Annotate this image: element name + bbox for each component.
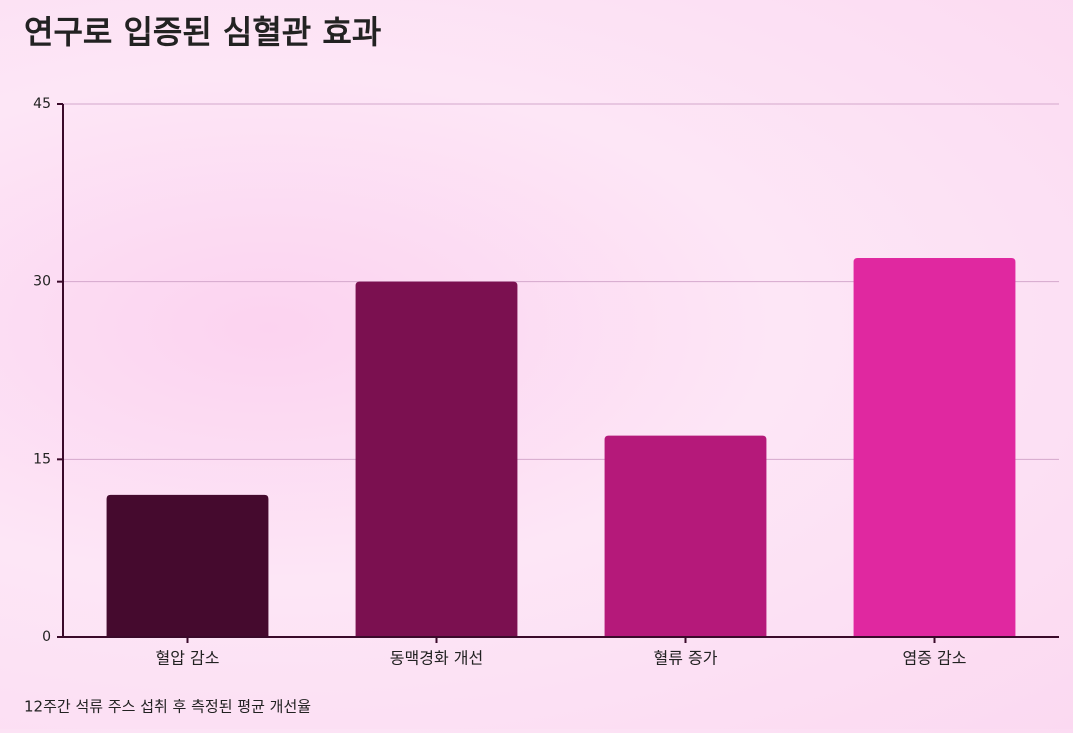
bar — [355, 281, 518, 637]
x-tick-label: 혈압 감소 — [156, 649, 220, 668]
chart-title: 연구로 입증된 심혈관 효과 — [24, 13, 381, 51]
x-tick-label: 동맥경화 개선 — [390, 649, 483, 668]
y-tick-label: 15 — [33, 451, 51, 467]
x-tick-label: 혈류 증가 — [654, 649, 718, 668]
y-tick-label: 0 — [42, 629, 51, 645]
x-tick-label: 염증 감소 — [903, 649, 967, 668]
bar — [853, 257, 1016, 637]
y-tick-label: 45 — [33, 96, 51, 112]
chart-caption: 12주간 석류 주스 섭취 후 측정된 평균 개선율 — [24, 698, 311, 716]
bar — [604, 435, 767, 637]
y-tick-label: 30 — [33, 274, 51, 290]
bar — [106, 494, 269, 637]
